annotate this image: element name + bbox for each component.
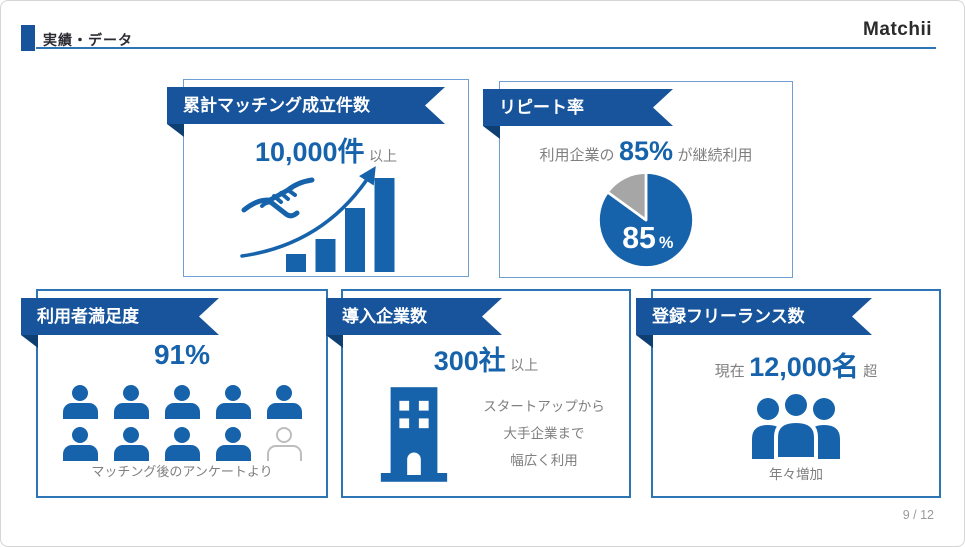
pie-center-unit: % xyxy=(659,234,673,252)
freelancers-prefix: 現在 xyxy=(714,363,745,380)
repeat-pie-chart: 85 % xyxy=(597,171,695,269)
ribbon-companies: 導入企業数 xyxy=(326,298,502,335)
satisfaction-value-row: 91% xyxy=(38,339,326,371)
person-icon xyxy=(215,385,251,419)
person-icon xyxy=(62,385,98,419)
ribbon-freelancers: 登録フリーランス数 xyxy=(636,298,872,335)
companies-description-line: スタートアップから xyxy=(483,399,605,414)
person-icon xyxy=(62,427,98,461)
companies-description-line: 幅広く利用 xyxy=(510,453,578,468)
companies-suffix: 以上 xyxy=(510,357,539,373)
person-icon xyxy=(266,385,302,419)
header-accent-bar xyxy=(21,25,35,51)
companies-description: スタートアップから 大手企業まで 幅広く利用 xyxy=(468,393,620,474)
repeat-value-row: 利用企業の 85% が継続利用 xyxy=(500,136,792,167)
growth-bars xyxy=(286,178,395,272)
freelancers-value: 12,000名 xyxy=(749,352,859,382)
matching-graphic xyxy=(240,166,395,272)
person-icon-outline xyxy=(266,427,302,461)
people-group-icon xyxy=(752,390,840,461)
matching-value-row: 10,000件 以上 xyxy=(184,130,468,169)
ribbon-fold xyxy=(21,335,38,348)
card-satisfaction: 利用者満足度 91% マッチング後のアンケートより xyxy=(21,289,328,498)
ribbon-satisfaction: 利用者満足度 xyxy=(21,298,219,335)
person-icon xyxy=(113,427,149,461)
person-icon xyxy=(164,427,200,461)
ribbon-repeat: リピート率 xyxy=(483,89,673,126)
person-icon xyxy=(113,385,149,419)
ribbon-fold xyxy=(326,335,343,348)
card-repeat-rate: リピート率 利用企業の 85% が継続利用 85 % xyxy=(483,81,793,278)
satisfaction-people-grid xyxy=(38,385,326,461)
repeat-suffix: が継続利用 xyxy=(677,147,753,164)
header-divider xyxy=(36,47,936,49)
satisfaction-value: 91% xyxy=(153,339,211,370)
ribbon-fold xyxy=(636,335,653,348)
repeat-prefix: 利用企業の xyxy=(539,147,615,164)
pie-center-number: 85 xyxy=(622,222,656,255)
freelancers-suffix: 超 xyxy=(863,363,878,379)
matching-suffix: 以上 xyxy=(369,148,398,164)
companies-value-row: 300社 以上 xyxy=(343,339,629,378)
matching-value: 10,000件 xyxy=(254,137,365,167)
pie-slice-rest xyxy=(606,171,648,222)
ribbon-fold xyxy=(167,124,184,137)
handshake-icon xyxy=(241,177,315,219)
person-icon xyxy=(215,427,251,461)
page-number: 9 / 12 xyxy=(902,508,934,522)
building-icon xyxy=(380,387,448,482)
satisfaction-caption: マッチング後のアンケートより xyxy=(91,464,273,479)
freelancers-caption: 年々増加 xyxy=(769,467,823,482)
person-icon xyxy=(164,385,200,419)
card-freelancers: 登録フリーランス数 現在 12,000名 超 年々増加 xyxy=(636,289,941,498)
ribbon-fold xyxy=(483,126,500,139)
card-matching-count: 累計マッチング成立件数 10,000件 以上 xyxy=(167,79,469,277)
card-companies: 導入企業数 300社 以上 スタートアップから 大手企業まで 幅広く利用 xyxy=(326,289,631,498)
ribbon-matching: 累計マッチング成立件数 xyxy=(167,87,445,124)
repeat-value: 85% xyxy=(618,136,674,166)
companies-description-line: 大手企業まで xyxy=(503,426,585,441)
growth-arrow-icon xyxy=(240,166,376,258)
companies-value: 300社 xyxy=(433,346,506,376)
page-title: 実績・データ xyxy=(43,32,133,48)
freelancers-value-row: 現在 12,000名 超 xyxy=(653,345,939,384)
brand-logo: Matchii xyxy=(863,19,932,40)
